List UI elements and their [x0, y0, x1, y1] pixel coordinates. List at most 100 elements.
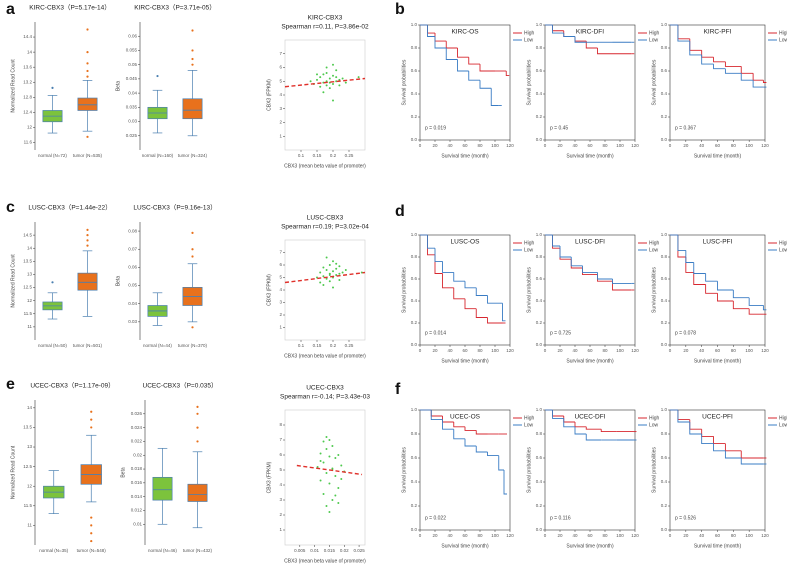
survival-step [585, 41, 598, 49]
survival-step [563, 418, 575, 428]
y-tick-label: 14 [27, 49, 33, 54]
survival-step [689, 41, 702, 56]
y-tick-label: 0.04 [128, 301, 137, 306]
x-axis-label: CBX3 (mean beta value of promoter) [284, 558, 366, 564]
x-tick-label: 0 [544, 143, 547, 148]
survival-step [574, 422, 587, 428]
category-label: tumor (N=370) [178, 343, 208, 348]
y-tick-label: 0.2 [411, 320, 418, 325]
y-tick-label: 1.0 [536, 232, 543, 237]
point [337, 454, 340, 456]
point [341, 271, 344, 274]
survival-step [724, 61, 742, 67]
survival-step [552, 410, 564, 417]
survival-step [559, 246, 572, 258]
category-label: normal (N=44) [143, 343, 172, 348]
y-axis-label: Survival probabilities [526, 267, 532, 313]
point [325, 269, 328, 271]
point [319, 76, 322, 79]
survival-step [748, 297, 764, 306]
chart-subtitle: Spearman r=-0.14; P=3.43e-03 [280, 394, 370, 401]
chart-subtitle: Spearman r=0.19; P=3.02e-04 [281, 224, 369, 231]
outlier [191, 248, 194, 251]
x-axis-label: Survival time (month) [694, 153, 742, 159]
survival-step [724, 450, 742, 459]
x-axis-label: Survival time (month) [566, 153, 614, 159]
outlier [196, 405, 199, 409]
survival-step [693, 262, 706, 274]
point [331, 499, 334, 501]
y-tick-label: 13 [27, 444, 33, 449]
survival-step [574, 36, 587, 43]
survival-step [427, 235, 435, 256]
survival-step [453, 272, 465, 282]
survival-step [701, 50, 714, 58]
chart-title: UCEC-DFI [574, 414, 605, 421]
plot-frame [284, 39, 366, 151]
y-tick-label: 1.0 [411, 22, 418, 27]
y-tick-label: 0.8 [411, 431, 418, 436]
point [322, 266, 325, 269]
y-tick-label: 0.03 [128, 319, 137, 324]
chart-title: LUSC-OS [451, 239, 481, 246]
survival-step [740, 66, 754, 74]
y-tick-label: 1 [279, 325, 282, 330]
point [334, 494, 337, 497]
y-tick-label: 0.022 [131, 439, 143, 444]
x-tick-label: 60 [462, 533, 468, 538]
survival-step [487, 295, 503, 304]
y-tick-label: 0.045 [126, 76, 138, 81]
x-tick-label: 40 [699, 348, 705, 353]
x-axis-label: Survival time (month) [694, 358, 742, 364]
legend-label: High [524, 30, 535, 36]
point [335, 262, 338, 265]
x-axis-label: CBX3 (mean beta value of promoter) [284, 353, 366, 359]
y-tick-label: 0.0 [661, 342, 668, 347]
point [360, 271, 363, 274]
survival-step [732, 301, 750, 310]
y-tick-label: 0.01 [133, 521, 142, 526]
y-tick-label: 0.0 [536, 137, 543, 142]
x-tick-label: 80 [477, 348, 483, 353]
point [332, 260, 334, 263]
x-tick-label: 0 [419, 348, 422, 353]
survival-step [713, 443, 726, 452]
y-tick-label: 0.4 [661, 298, 668, 303]
y-tick-label: 0.8 [536, 254, 543, 259]
legend-label: High [524, 415, 535, 421]
y-tick-label: 0.05 [128, 283, 137, 288]
x-tick-label: 0.025 [353, 548, 365, 553]
chart-title: LUSC-CBX3 [307, 215, 344, 222]
x-tick-label: 0.005 [294, 548, 306, 553]
point [340, 478, 343, 480]
y-tick-label: 11.5 [24, 503, 33, 508]
outlier [156, 74, 159, 78]
legend-label: High [649, 240, 660, 246]
survival-step [585, 434, 602, 441]
y-tick-label: 5 [279, 275, 282, 280]
y-tick-label: 0.05 [128, 62, 137, 67]
survival-step [748, 308, 764, 315]
chart-title: UCEC-CBX3 [306, 385, 344, 392]
survival-step [677, 410, 690, 421]
x-tick-label: 0 [544, 348, 547, 353]
y-tick-label: 1 [279, 133, 282, 138]
x-tick-label: 100 [616, 533, 624, 538]
y-tick-label: 0.06 [128, 265, 137, 270]
y-tick-label: 0.6 [661, 276, 668, 281]
y-tick-label: 0.0 [411, 137, 418, 142]
plot-frame [669, 24, 766, 141]
x-tick-label: 120 [506, 143, 514, 148]
y-tick-label: 0.0 [411, 342, 418, 347]
y-tick-label: 1.0 [536, 407, 543, 412]
point [319, 281, 322, 284]
outlier [90, 539, 93, 543]
survival-step [705, 284, 718, 294]
x-tick-label: 0.2 [330, 343, 337, 348]
outlier [196, 412, 199, 415]
y-axis-label: Normalized Read Count [10, 59, 16, 113]
y-tick-label: 0.6 [661, 455, 668, 460]
point [344, 269, 347, 271]
x-tick-label: 0.15 [313, 343, 322, 348]
y-tick-label: 0.6 [411, 276, 418, 281]
